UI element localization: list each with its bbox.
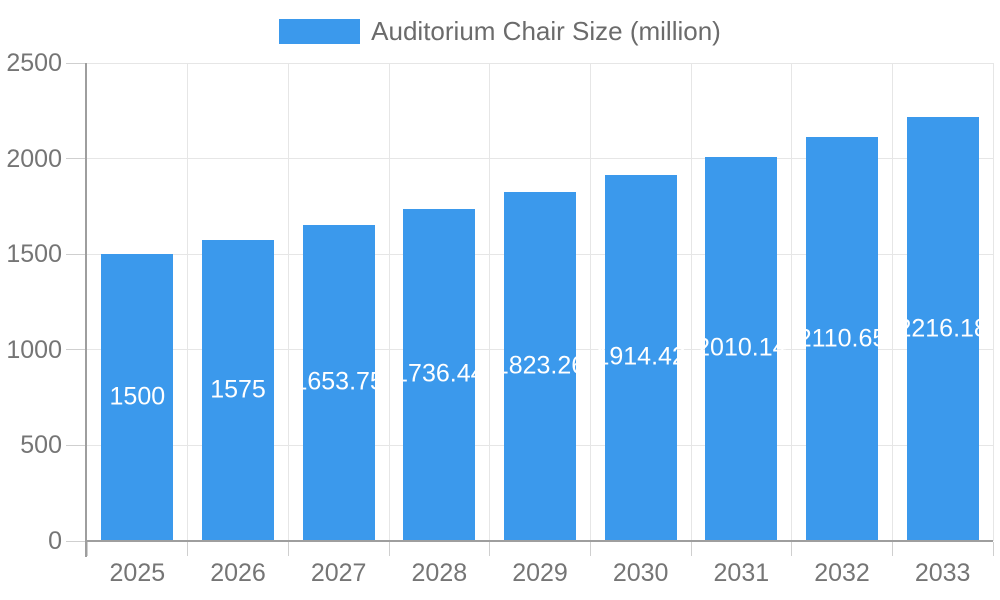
gridline-horizontal: [87, 62, 993, 64]
bar[interactable]: [101, 254, 174, 540]
x-axis-label: 2026: [210, 559, 266, 587]
gridline-vertical: [187, 63, 189, 541]
x-axis-line: [87, 540, 993, 542]
x-axis-label: 2032: [814, 559, 870, 587]
x-axis-label: 2031: [713, 559, 770, 587]
gridline-vertical: [891, 63, 893, 541]
bar[interactable]: [403, 208, 476, 540]
bar-value-label: 1736.44: [394, 359, 485, 388]
x-axis-label: 2027: [310, 559, 367, 587]
y-axis-tick: [66, 158, 87, 160]
y-axis-label: 0: [48, 527, 62, 555]
y-axis-label: 500: [20, 431, 62, 460]
bar-value-label: 2010.14: [696, 333, 787, 362]
gridline-horizontal: [87, 158, 993, 160]
y-axis-line: [85, 63, 87, 557]
y-axis-label: 2500: [6, 49, 62, 77]
gridline-vertical: [992, 63, 994, 541]
x-axis-label: 2033: [914, 559, 971, 587]
bar-value-label: 1653.75: [293, 367, 384, 396]
legend: Auditorium Chair Size (million): [0, 12, 1000, 50]
legend-label: Auditorium Chair Size (million): [371, 15, 721, 46]
gridline-vertical: [791, 63, 793, 541]
bar[interactable]: [302, 224, 375, 540]
bar-value-label: 1914.42: [595, 342, 686, 371]
x-axis-label: 2030: [612, 559, 669, 587]
x-axis-tick: [187, 542, 189, 556]
gridline-vertical: [388, 63, 390, 541]
x-axis-tick: [690, 542, 692, 556]
y-axis-label: 1500: [6, 240, 62, 269]
bar-value-label: 2216.18: [897, 314, 988, 343]
x-axis-tick: [489, 542, 491, 556]
x-axis-tick: [287, 542, 289, 556]
bar-value-label: 1575: [210, 375, 266, 404]
x-axis-tick: [891, 542, 893, 556]
y-axis-tick: [66, 540, 87, 542]
bar[interactable]: [202, 239, 274, 540]
y-axis-label: 2000: [6, 144, 62, 173]
bar[interactable]: [906, 117, 979, 540]
x-axis-tick: [589, 542, 591, 556]
gridline-vertical: [489, 63, 491, 541]
gridline-vertical: [287, 63, 289, 541]
bar[interactable]: [705, 156, 778, 540]
bar-value-label: 1823.26: [494, 351, 586, 380]
x-axis-tick: [388, 542, 390, 556]
legend-swatch: [279, 18, 361, 44]
x-axis-label: 2028: [411, 559, 468, 587]
bar-value-label: 1500: [109, 382, 166, 411]
bar[interactable]: [504, 192, 576, 540]
x-axis-label: 2029: [512, 559, 568, 587]
y-axis-tick: [66, 62, 87, 64]
gridline-vertical: [589, 63, 591, 541]
bar-value-label: 2110.65: [797, 324, 887, 353]
y-axis-tick: [66, 349, 87, 351]
legend-item[interactable]: Auditorium Chair Size (million): [279, 16, 721, 47]
x-axis-tick: [992, 542, 994, 556]
y-axis-label: 1000: [6, 335, 62, 364]
bar[interactable]: [604, 174, 677, 540]
x-axis-label: 2025: [109, 559, 166, 587]
y-axis-tick: [66, 444, 87, 446]
x-axis-tick: [791, 542, 793, 556]
bar[interactable]: [806, 137, 878, 540]
x-axis-tick: [86, 542, 88, 556]
y-axis-tick: [66, 253, 87, 255]
gridline-vertical: [690, 63, 692, 541]
